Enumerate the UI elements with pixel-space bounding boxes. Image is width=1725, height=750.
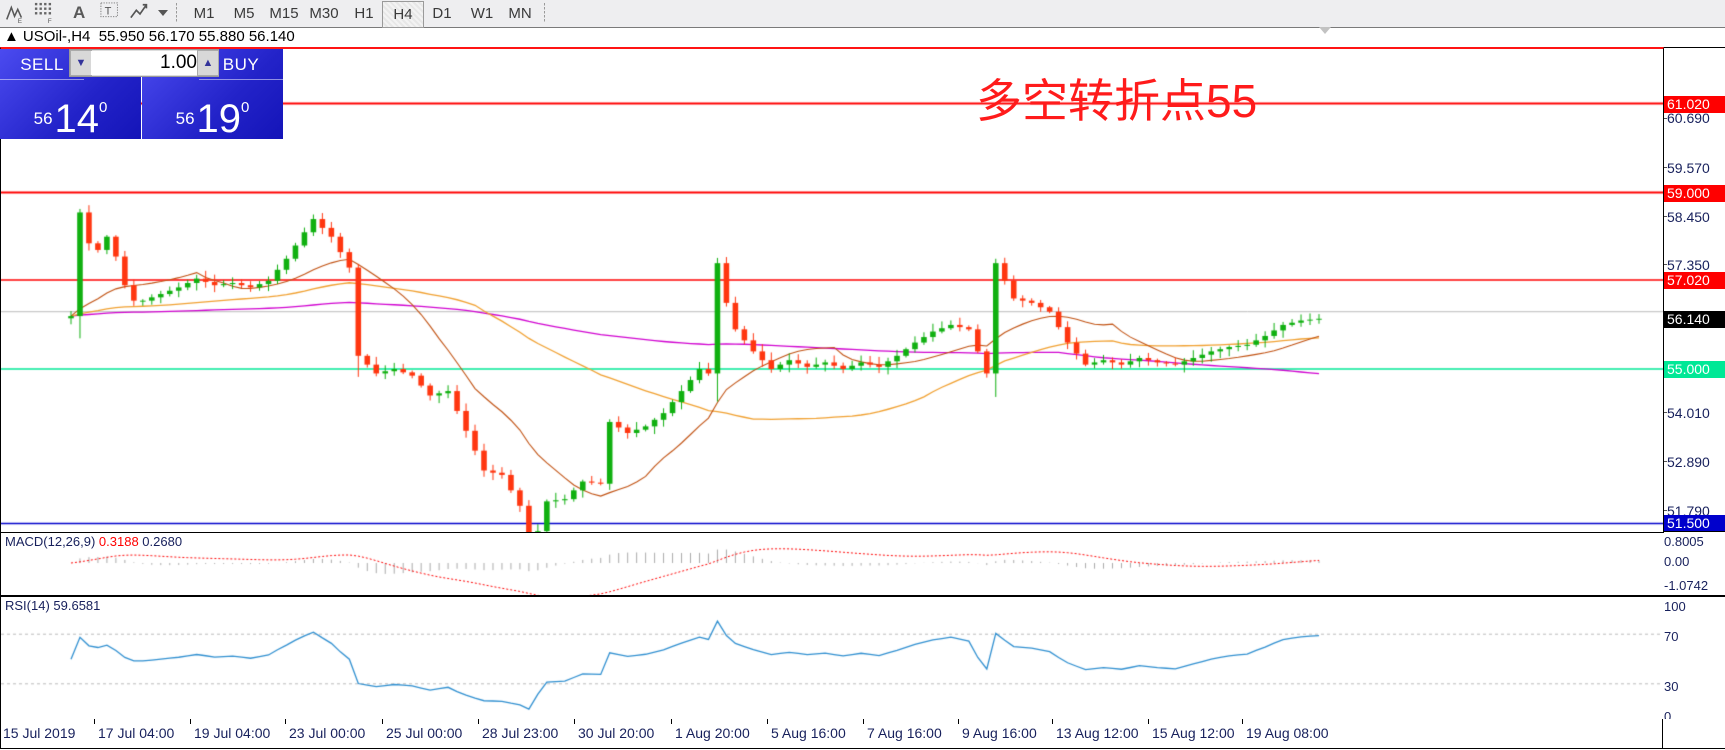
svg-text:E: E [18,18,22,24]
svg-text:T: T [105,5,112,17]
svg-text:F: F [48,18,52,24]
